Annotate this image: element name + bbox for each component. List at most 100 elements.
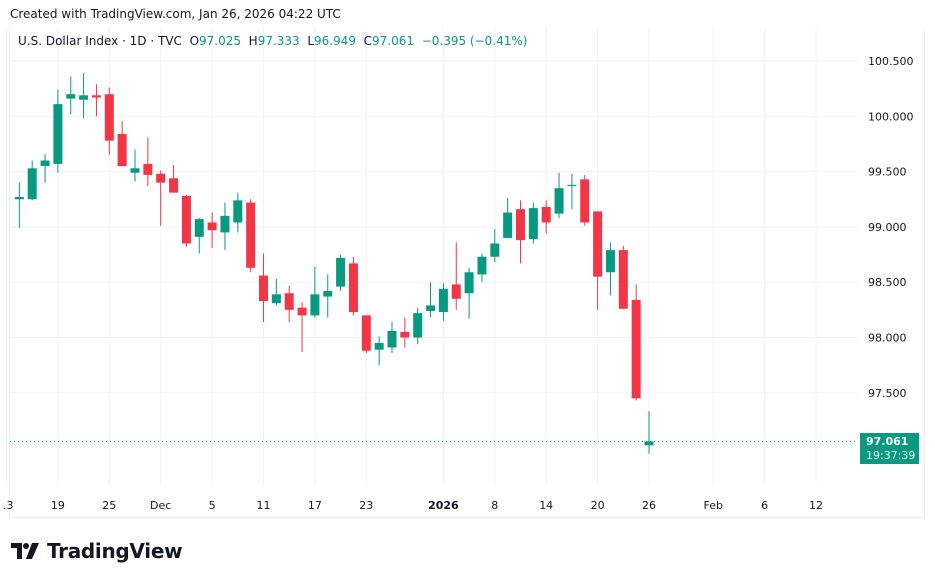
- candle-2026-01-12[interactable]: [516, 200, 525, 264]
- candle-body: [516, 209, 525, 241]
- candle-2026-01-19[interactable]: [580, 174, 590, 226]
- price-axis[interactable]: 100.500 100.000 99.500 99.000 98.500 98.000 97…: [868, 55, 914, 400]
- candle-2025-11-21[interactable]: [79, 73, 89, 119]
- candle-2025-12-16[interactable]: [297, 302, 307, 352]
- candle-2025-12-18[interactable]: [323, 274, 333, 318]
- candle-2025-11-25[interactable]: [104, 87, 114, 156]
- close-value: 97.061: [372, 34, 415, 48]
- candle-body: [361, 315, 371, 351]
- candle-2026-01-26[interactable]: [644, 411, 654, 454]
- candle-body: [143, 163, 153, 175]
- candle-body: [593, 211, 603, 277]
- chart-pane[interactable]: [9, 28, 925, 518]
- candle-2025-12-11[interactable]: [259, 253, 268, 323]
- candle-2025-12-04[interactable]: [194, 218, 204, 254]
- symbol-legend: U.S. Dollar Index · 1D · TVC O97.025 H97…: [18, 34, 527, 48]
- candle-2025-11-27[interactable]: [130, 149, 140, 182]
- candle-2025-12-03[interactable]: [181, 194, 191, 247]
- candle-2025-12-24[interactable]: [374, 336, 384, 366]
- candle-body: [644, 441, 654, 446]
- candle-body: [541, 206, 551, 223]
- candle-2025-12-30[interactable]: [413, 307, 423, 345]
- candle-2026-01-20[interactable]: [593, 211, 603, 310]
- candle-body: [130, 168, 140, 173]
- candle-2025-12-09[interactable]: [233, 192, 243, 233]
- candle-body: [104, 94, 114, 141]
- candle-2025-11-18[interactable]: [40, 153, 50, 183]
- candle-body: [181, 195, 191, 244]
- candle-body: [271, 294, 281, 304]
- bar-countdown: 19:37:39: [866, 449, 916, 462]
- candle-2026-01-22[interactable]: [618, 245, 628, 309]
- candle-body: [374, 343, 384, 350]
- price-tick-label: 98.000: [868, 332, 907, 345]
- candle-2025-11-26[interactable]: [117, 120, 127, 167]
- candle-2025-11-28[interactable]: [143, 137, 153, 186]
- candle-2025-11-20[interactable]: [66, 76, 76, 115]
- low-value: 96.949: [314, 34, 357, 48]
- candle-2025-11-14[interactable]: [14, 182, 24, 229]
- candle-body: [413, 313, 423, 338]
- candle-2026-01-13[interactable]: [528, 202, 538, 244]
- candle-2025-11-17[interactable]: [27, 160, 37, 201]
- time-tick-label: Dec: [150, 499, 171, 512]
- candles[interactable]: [14, 73, 654, 454]
- created-with-caption: Created with TradingView.com, Jan 26, 20…: [10, 7, 341, 21]
- time-tick-label: 6: [761, 499, 768, 512]
- candle-2025-12-05[interactable]: [207, 212, 217, 248]
- candle-2026-01-23[interactable]: [631, 284, 641, 401]
- candle-body: [618, 250, 628, 309]
- time-tick-label: 26: [642, 499, 656, 512]
- price-tick-label: 98.500: [868, 276, 907, 289]
- symbol-title[interactable]: U.S. Dollar Index · 1D · TVC: [18, 34, 182, 48]
- candle-2025-12-23[interactable]: [361, 315, 371, 353]
- logo-text: TradingView: [47, 539, 183, 563]
- candle-body: [27, 168, 37, 200]
- candle-2025-11-24[interactable]: [91, 84, 101, 117]
- tradingview-logo-icon: [11, 543, 39, 559]
- candle-2025-12-15[interactable]: [284, 285, 294, 323]
- time-axis[interactable]: 13 19 25 Dec 5 11 17 23 2026 8 14 20 26 Feb 6 12: [0, 499, 823, 512]
- candle-body: [387, 330, 397, 348]
- candle-body: [246, 202, 256, 268]
- candle-2026-01-21[interactable]: [605, 242, 615, 296]
- candle-body: [169, 178, 179, 193]
- candle-body: [631, 299, 641, 399]
- candle-2026-01-07[interactable]: [477, 253, 487, 283]
- candle-2026-01-06[interactable]: [464, 267, 474, 319]
- candle-body: [40, 160, 50, 167]
- candle-2025-12-08[interactable]: [220, 202, 230, 251]
- candle-2026-01-02[interactable]: [438, 283, 448, 321]
- candle-2026-01-15[interactable]: [554, 172, 564, 219]
- candle-2025-12-12[interactable]: [271, 278, 281, 306]
- candle-body: [490, 243, 500, 257]
- candle-2025-12-10[interactable]: [246, 199, 256, 273]
- candle-2026-01-05[interactable]: [451, 242, 461, 310]
- price-tick-label: 100.000: [868, 110, 914, 123]
- candle-2026-01-16[interactable]: [567, 173, 577, 210]
- candle-2026-01-09[interactable]: [503, 198, 513, 238]
- candle-body: [66, 94, 76, 99]
- low-label: L: [307, 34, 315, 48]
- price-tick-label: 97.500: [868, 387, 907, 400]
- candle-2025-12-02[interactable]: [169, 164, 179, 193]
- candle-2025-12-26[interactable]: [387, 322, 397, 353]
- candle-body: [207, 222, 217, 231]
- candle-2025-12-19[interactable]: [336, 254, 346, 292]
- candle-body: [426, 305, 436, 311]
- candle-2026-01-14[interactable]: [541, 200, 551, 234]
- open-value: 97.025: [199, 34, 242, 48]
- change-value: −0.395 (−0.41%): [421, 34, 528, 48]
- candle-2025-12-22[interactable]: [348, 256, 358, 316]
- candle-2025-12-29[interactable]: [400, 317, 410, 348]
- candle-2026-01-08[interactable]: [490, 229, 500, 263]
- tradingview-logo[interactable]: TradingView: [11, 539, 183, 563]
- time-tick-label: 23: [359, 499, 373, 512]
- candle-2025-12-17[interactable]: [310, 266, 320, 318]
- candle-2025-12-31[interactable]: [426, 282, 436, 318]
- time-tick-label: 19: [51, 499, 65, 512]
- candle-2025-11-19[interactable]: [53, 89, 63, 173]
- last-price-value: 97.061: [866, 435, 909, 448]
- candle-2025-12-01[interactable]: [156, 170, 166, 226]
